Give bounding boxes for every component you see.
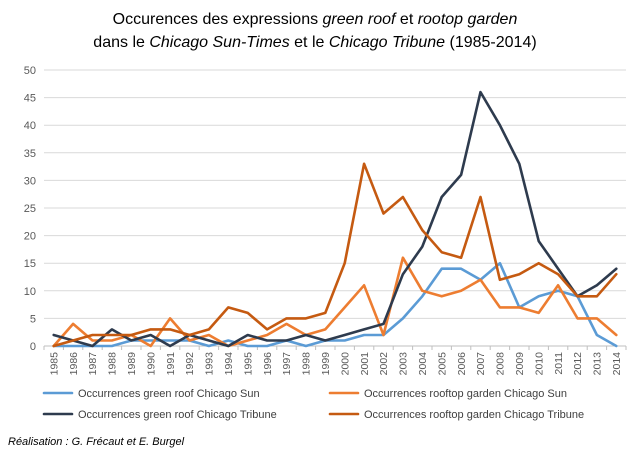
- x-tick-label: 2005: [436, 352, 448, 376]
- chart-title-line-1: Occurences des expressions green roof et…: [113, 11, 518, 28]
- grid: [44, 69, 626, 347]
- x-tick-label: 1988: [107, 352, 119, 376]
- series-line-1: [52, 261, 618, 348]
- x-tick-label: 1992: [184, 352, 196, 376]
- y-tick-label: 10: [24, 286, 36, 298]
- series-line-3: [52, 90, 618, 348]
- x-tick-label: 2013: [592, 352, 604, 376]
- y-tick-label: 15: [24, 258, 36, 270]
- x-tick-label: 2003: [398, 352, 410, 376]
- y-axis: 0 5 10 15 20 25 30 35 40 45 50: [24, 65, 36, 353]
- x-tick-label: 2010: [533, 352, 545, 376]
- x-tick-label: 1996: [262, 352, 274, 376]
- legend-label-2: Occurrences rooftop garden Chicago Sun: [364, 388, 567, 400]
- x-tick-label: 2000: [339, 352, 351, 376]
- x-tick-label: 1987: [87, 352, 99, 376]
- legend: Occurrences green roof Chicago Sun Occurr…: [42, 388, 584, 421]
- y-tick-label: 35: [24, 148, 36, 160]
- x-tick-label: 1994: [223, 352, 235, 376]
- x-tick-label: 1997: [281, 352, 293, 376]
- y-tick-label: 50: [24, 65, 36, 77]
- x-tick-label: 1991: [165, 352, 177, 376]
- x-tick-label: 1998: [301, 352, 313, 376]
- x-tick-label: 2004: [417, 352, 429, 376]
- y-tick-label: 45: [24, 93, 36, 105]
- x-tick-label: 2009: [514, 352, 526, 376]
- x-tick-label: 2002: [378, 352, 390, 376]
- x-tick-label: 1990: [145, 352, 157, 376]
- x-tick-label: 2008: [495, 352, 507, 376]
- x-tick-label: 1989: [126, 352, 138, 376]
- x-tick-label: 1993: [204, 352, 216, 376]
- x-tick-label: 2006: [456, 352, 468, 376]
- x-tick-label: 1995: [242, 352, 254, 376]
- chart-title-line-2: dans le Chicago Sun-Times et le Chicago …: [93, 34, 536, 51]
- y-tick-label: 5: [30, 313, 36, 325]
- y-tick-label: 40: [24, 120, 36, 132]
- x-tick-label: 1985: [48, 352, 60, 376]
- series-line-4: [52, 162, 618, 348]
- x-tick-label: 2012: [572, 352, 584, 376]
- x-tick-label: 1999: [320, 352, 332, 376]
- x-tick-label: 1986: [68, 352, 80, 376]
- legend-label-4: Occurrences rooftop garden Chicago Tribu…: [364, 409, 584, 421]
- x-tick-label: 2001: [359, 352, 371, 376]
- x-tick-label: 2011: [553, 352, 565, 375]
- credit-text: Réalisation : G. Frécaut et E. Burgel: [8, 436, 185, 448]
- legend-label-1: Occurrences green roof Chicago Sun: [78, 388, 260, 400]
- plot-area: [52, 90, 618, 348]
- y-tick-label: 25: [24, 203, 36, 215]
- x-axis: 1985 1986 1987 1988 1989 1990 1991 1992 1993 1994…: [43, 346, 627, 376]
- y-tick-label: 20: [24, 231, 36, 243]
- legend-label-3: Occurrences green roof Chicago Tribune: [78, 409, 277, 421]
- y-tick-label: 0: [30, 341, 36, 353]
- x-tick-label: 2014: [611, 352, 623, 376]
- series-line-2: [52, 256, 618, 348]
- y-tick-label: 30: [24, 175, 36, 187]
- x-tick-label: 2007: [475, 352, 487, 376]
